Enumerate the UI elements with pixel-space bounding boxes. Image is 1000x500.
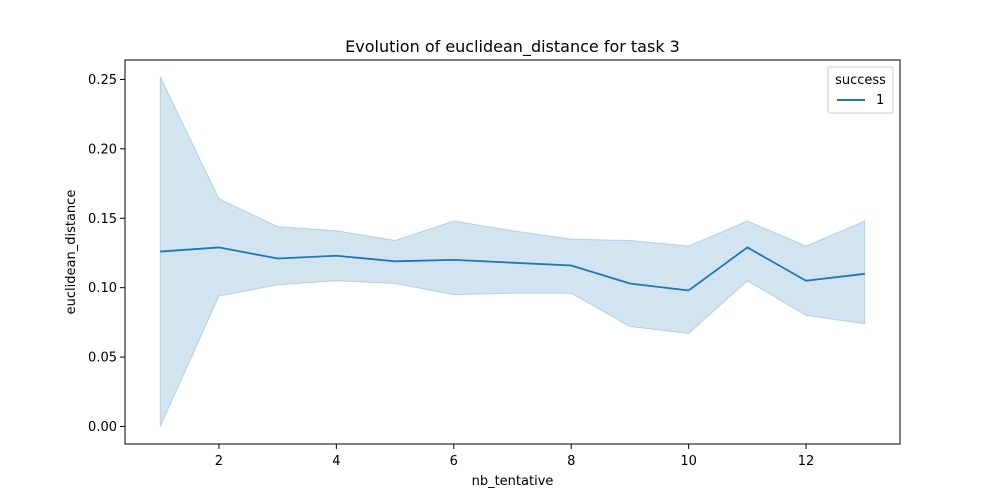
y-axis-ticks: 0.00 0.05 0.10 0.15 0.20 0.25 (88, 73, 125, 435)
plot-area (159, 76, 866, 427)
y-axis-label: euclidean_distance (64, 190, 79, 315)
x-tick-label: 12 (798, 454, 815, 469)
x-tick-label: 4 (332, 454, 340, 469)
y-tick-label: 0.15 (88, 212, 117, 227)
confidence-band (159, 76, 866, 427)
x-tick-label: 10 (680, 454, 697, 469)
x-tick-label: 6 (450, 454, 458, 469)
chart-title: Evolution of euclidean_distance for task… (345, 37, 680, 57)
legend: success 1 (827, 66, 894, 114)
y-tick-label: 0.20 (88, 142, 117, 157)
x-axis-ticks: 2 4 6 8 10 12 (215, 444, 815, 469)
y-tick-label: 0.10 (88, 281, 117, 296)
series-line (160, 246, 865, 292)
axes-frame (124, 59, 901, 445)
x-tick-label: 8 (567, 454, 575, 469)
x-axis-label: nb_tentative (472, 474, 554, 489)
y-tick-label: 0.25 (88, 73, 117, 88)
y-tick-label: 0.00 (88, 420, 117, 435)
y-tick-label: 0.05 (88, 351, 117, 366)
legend-title: success (835, 73, 886, 88)
x-tick-label: 2 (215, 454, 223, 469)
legend-box (827, 66, 894, 114)
legend-entry-label: 1 (876, 93, 884, 108)
